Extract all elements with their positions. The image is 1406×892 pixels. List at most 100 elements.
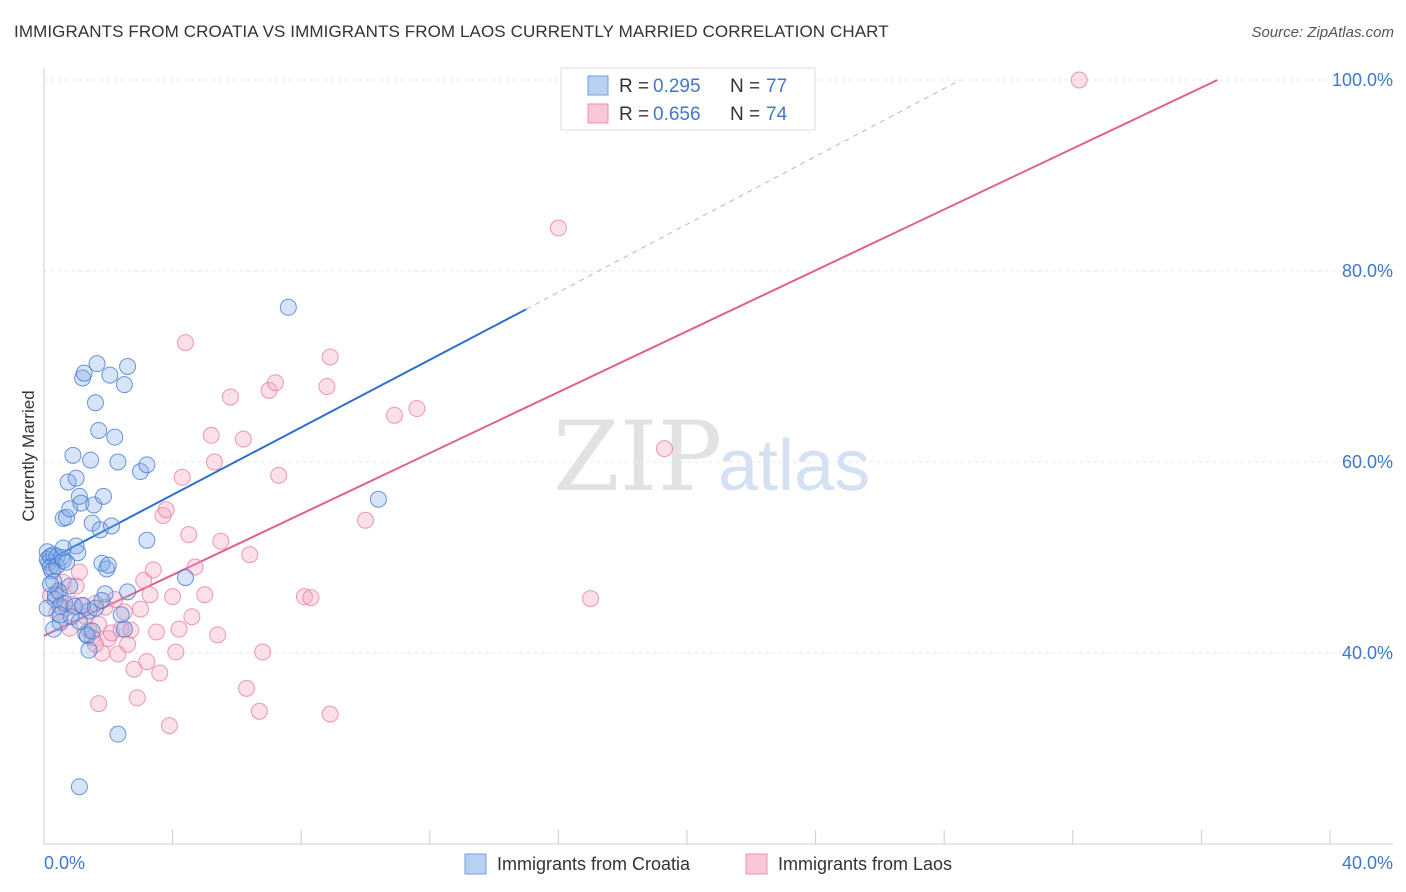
legend-swatch-laos xyxy=(587,103,609,124)
point-laos-45 xyxy=(205,453,223,471)
point-laos-49 xyxy=(234,430,252,448)
series-legend-swatch-laos xyxy=(745,853,768,875)
point-laos-6 xyxy=(67,577,85,595)
point-laos-29 xyxy=(144,561,162,579)
trend-lines-croatia xyxy=(43,79,961,564)
point-croatia-49 xyxy=(106,428,124,446)
points-croatia xyxy=(38,298,387,796)
points-laos xyxy=(41,71,1088,735)
point-croatia-70 xyxy=(138,456,156,474)
point-croatia-52 xyxy=(115,620,133,638)
point-laos-71 xyxy=(70,563,88,581)
point-croatia-54 xyxy=(41,575,59,593)
point-croatia-71 xyxy=(138,531,156,549)
point-croatia-50 xyxy=(109,453,127,471)
point-laos-21 xyxy=(119,635,137,653)
point-laos-56 xyxy=(270,466,288,484)
point-croatia-26 xyxy=(67,469,85,487)
watermark-zip: ZIP xyxy=(553,401,722,513)
point-laos-33 xyxy=(157,501,175,519)
y-tick-label-60: 60.0% xyxy=(1342,452,1393,472)
trend-line-laos xyxy=(43,79,1218,637)
point-laos-36 xyxy=(167,643,185,661)
point-laos-41 xyxy=(183,608,201,626)
point-croatia-48 xyxy=(103,517,121,535)
gridlines xyxy=(44,79,1393,654)
point-laos-68 xyxy=(1070,71,1088,89)
point-laos-26 xyxy=(135,571,153,589)
point-laos-34 xyxy=(160,717,178,735)
point-croatia-74 xyxy=(369,490,387,508)
point-laos-24 xyxy=(128,689,146,707)
stats-legend: R = 0.295 N = 77 R = 0.656 N = 74 xyxy=(560,67,816,131)
point-laos-25 xyxy=(131,600,149,618)
point-croatia-16 xyxy=(54,551,72,569)
point-laos-65 xyxy=(549,219,567,237)
point-laos-39 xyxy=(176,334,194,352)
point-laos-46 xyxy=(209,626,227,644)
legend-croatia-r-label: R = xyxy=(619,76,649,97)
point-laos-63 xyxy=(385,406,403,424)
point-croatia-20 xyxy=(59,473,77,491)
series-legend-label-croatia: Immigrants from Croatia xyxy=(497,854,691,874)
y-axis-label: Currently Married xyxy=(19,390,38,521)
point-laos-57 xyxy=(295,588,313,606)
series-legend: Immigrants from Croatia Immigrants from … xyxy=(464,853,952,875)
point-laos-67 xyxy=(655,440,673,458)
point-croatia-68 xyxy=(119,358,137,375)
point-croatia-75 xyxy=(45,620,63,638)
point-croatia-66 xyxy=(70,778,88,796)
point-croatia-73 xyxy=(279,298,297,316)
point-croatia-61 xyxy=(80,641,98,659)
point-laos-30 xyxy=(148,623,166,641)
legend-croatia-r-value: 0.295 xyxy=(653,76,701,97)
point-croatia-64 xyxy=(93,591,111,609)
y-tick-label-100: 100.0% xyxy=(1332,70,1393,90)
point-croatia-58 xyxy=(61,577,79,595)
point-croatia-39 xyxy=(88,355,106,373)
y-tick-label-80: 80.0% xyxy=(1342,261,1393,281)
y-tick-labels: 40.0% 60.0% 80.0% 100.0% xyxy=(1332,70,1393,663)
point-laos-20 xyxy=(115,603,133,621)
point-croatia-51 xyxy=(112,606,130,624)
point-croatia-35 xyxy=(82,451,100,469)
point-laos-64 xyxy=(408,400,426,418)
point-laos-50 xyxy=(238,679,256,697)
legend-laos-n-label: N = xyxy=(730,104,760,125)
legend-swatch-croatia xyxy=(587,75,609,96)
legend-laos-n-value: 74 xyxy=(766,104,788,125)
point-laos-43 xyxy=(196,586,214,604)
point-laos-12 xyxy=(90,615,108,633)
legend-croatia-n-label: N = xyxy=(730,76,760,97)
x-ticks xyxy=(43,830,1331,844)
point-laos-58 xyxy=(302,589,320,607)
point-laos-17 xyxy=(106,591,124,609)
point-croatia-67 xyxy=(115,376,133,394)
series-legend-swatch-croatia xyxy=(464,853,487,875)
point-croatia-29 xyxy=(72,494,90,512)
x-tick-label-max: 40.0% xyxy=(1342,853,1393,873)
point-croatia-25 xyxy=(67,537,85,555)
point-laos-27 xyxy=(138,653,156,671)
point-croatia-59 xyxy=(70,612,88,630)
point-laos-37 xyxy=(170,620,188,638)
point-laos-23 xyxy=(125,660,143,678)
point-croatia-42 xyxy=(93,554,111,572)
point-croatia-40 xyxy=(90,421,108,439)
legend-laos-r-value: 0.656 xyxy=(653,104,701,125)
point-croatia-38 xyxy=(86,394,104,412)
chart-title: IMMIGRANTS FROM CROATIA VS IMMIGRANTS FR… xyxy=(14,22,889,41)
point-croatia-76 xyxy=(38,599,56,617)
point-croatia-23 xyxy=(64,446,82,464)
point-croatia-31 xyxy=(75,364,93,382)
point-croatia-19 xyxy=(58,508,76,526)
point-croatia-57 xyxy=(58,553,76,571)
point-laos-53 xyxy=(254,643,272,661)
point-laos-38 xyxy=(173,468,191,486)
axes xyxy=(43,68,1393,845)
point-croatia-65 xyxy=(109,725,127,743)
point-laos-51 xyxy=(241,546,259,564)
series-legend-label-laos: Immigrants from Laos xyxy=(778,854,952,874)
point-laos-60 xyxy=(321,348,339,366)
